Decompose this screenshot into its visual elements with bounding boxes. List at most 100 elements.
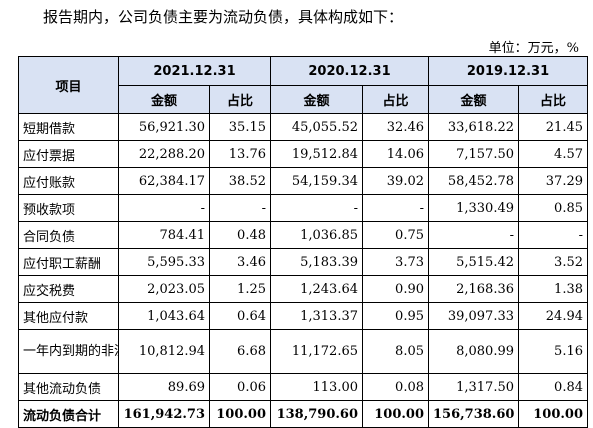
ratio-cell: 1.25: [209, 275, 271, 303]
amount-cell: 161,942.73: [118, 400, 210, 428]
ratio-cell: 4.57: [518, 140, 588, 168]
ratio-cell: 0.95: [362, 302, 429, 330]
amount-cell: -: [270, 194, 363, 222]
header-amount: 金额: [270, 85, 363, 114]
table-row: 其他流动负债 89.69 0.06 113.00 0.08 1,317.50 0.84: [18, 373, 588, 401]
ratio-cell: 38.52: [209, 167, 271, 195]
ratio-cell: 6.68: [209, 329, 271, 374]
ratio-cell: 24.94: [518, 302, 588, 330]
ratio-cell: 0.64: [209, 302, 271, 330]
header-year-2021: 2021.12.31: [118, 56, 271, 86]
amount-cell: 54,159.34: [270, 167, 363, 195]
amount-cell: 1,330.49: [428, 194, 519, 222]
row-label: 短期借款: [18, 113, 119, 141]
header-ratio: 占比: [362, 85, 429, 114]
row-label: 流动负债合计: [18, 400, 119, 428]
table-row: 应付职工薪酬 5,595.33 3.46 5,183.39 3.73 5,515.42 3.…: [18, 248, 588, 276]
ratio-cell: 100.00: [362, 400, 429, 428]
amount-cell: 1,317.50: [428, 373, 519, 401]
ratio-cell: -: [209, 194, 271, 222]
amount-cell: 156,738.60: [428, 400, 519, 428]
amount-cell: 58,452.78: [428, 167, 519, 195]
ratio-cell: 37.29: [518, 167, 588, 195]
ratio-cell: 0.75: [362, 221, 429, 249]
amount-cell: 45,055.52: [270, 113, 363, 141]
amount-cell: 39,097.33: [428, 302, 519, 330]
row-label: 应付票据: [18, 140, 119, 168]
ratio-cell: 3.46: [209, 248, 271, 276]
row-label: 应付职工薪酬: [18, 248, 119, 276]
total-row: 流动负债合计 161,942.73 100.00 138,790.60 100.00 15…: [18, 400, 588, 428]
table-row: 短期借款 56,921.30 35.15 45,055.52 32.46 33,618.2…: [18, 113, 588, 141]
header-amount: 金额: [428, 85, 519, 114]
ratio-cell: 3.52: [518, 248, 588, 276]
unit-note: 单位：万元，%: [488, 41, 579, 56]
amount-cell: 138,790.60: [270, 400, 363, 428]
amount-cell: 10,812.94: [118, 329, 210, 374]
liabilities-table: 项目 2021.12.31 2020.12.31 2019.12.31 金额 占…: [18, 56, 588, 428]
row-label: 应交税费: [18, 275, 119, 303]
amount-cell: 7,157.50: [428, 140, 519, 168]
ratio-cell: 100.00: [209, 400, 271, 428]
table-row: 应付账款 62,384.17 38.52 54,159.34 39.02 58,452.7…: [18, 167, 588, 195]
row-label: 一年内到期的非流动负债: [18, 329, 119, 374]
amount-cell: 5,595.33: [118, 248, 210, 276]
amount-cell: 89.69: [118, 373, 210, 401]
header-amount: 金额: [118, 85, 210, 114]
header-year-2020: 2020.12.31: [270, 56, 429, 86]
row-label: 预收款项: [18, 194, 119, 222]
ratio-cell: 8.05: [362, 329, 429, 374]
ratio-cell: 0.85: [518, 194, 588, 222]
ratio-cell: 0.08: [362, 373, 429, 401]
amount-cell: 5,515.42: [428, 248, 519, 276]
amount-cell: 8,080.99: [428, 329, 519, 374]
amount-cell: 113.00: [270, 373, 363, 401]
row-label: 应付账款: [18, 167, 119, 195]
intro-text: 报告期内，公司负债主要为流动负债，具体构成如下：: [43, 8, 404, 26]
amount-cell: 5,183.39: [270, 248, 363, 276]
table-row: 预收款项 - - - -1,330.49 0.85: [18, 194, 588, 222]
ratio-cell: 100.00: [518, 400, 588, 428]
ratio-cell: 0.90: [362, 275, 429, 303]
amount-cell: 22,288.20: [118, 140, 210, 168]
header-ratio: 占比: [518, 85, 588, 114]
amount-cell: 33,618.22: [428, 113, 519, 141]
ratio-cell: 13.76: [209, 140, 271, 168]
header-ratio: 占比: [209, 85, 271, 114]
amount-cell: 1,043.64: [118, 302, 210, 330]
ratio-cell: 1.38: [518, 275, 588, 303]
amount-cell: 19,512.84: [270, 140, 363, 168]
amount-cell: 784.41: [118, 221, 210, 249]
ratio-cell: -: [518, 221, 588, 249]
amount-cell: 62,384.17: [118, 167, 210, 195]
ratio-cell: 3.73: [362, 248, 429, 276]
header-item: 项目: [18, 56, 119, 114]
amount-cell: -: [428, 221, 519, 249]
amount-cell: 1,243.64: [270, 275, 363, 303]
amount-cell: 56,921.30: [118, 113, 210, 141]
table-row: 其他应付款 1,043.64 0.64 1,313.37 0.95 39,097.33 24…: [18, 302, 588, 330]
row-label: 其他流动负债: [18, 373, 119, 401]
table-row: 一年内到期的非流动负债10,812.946.6811,172.658.058,0…: [18, 329, 588, 374]
ratio-cell: 35.15: [209, 113, 271, 141]
amount-cell: 1,036.85: [270, 221, 363, 249]
row-label: 其他应付款: [18, 302, 119, 330]
ratio-cell: -: [362, 194, 429, 222]
ratio-cell: 5.16: [518, 329, 588, 374]
ratio-cell: 32.46: [362, 113, 429, 141]
row-label: 合同负债: [18, 221, 119, 249]
ratio-cell: 39.02: [362, 167, 429, 195]
amount-cell: 2,023.05: [118, 275, 210, 303]
header-year-2019: 2019.12.31: [428, 56, 588, 86]
ratio-cell: 21.45: [518, 113, 588, 141]
amount-cell: 2,168.36: [428, 275, 519, 303]
table-row: 应交税费 2,023.05 1.25 1,243.64 0.90 2,168.36 1.38: [18, 275, 588, 303]
ratio-cell: 0.84: [518, 373, 588, 401]
amount-cell: -: [118, 194, 210, 222]
amount-cell: 1,313.37: [270, 302, 363, 330]
table-row: 应付票据 22,288.20 13.76 19,512.84 14.06 7,157.50…: [18, 140, 588, 168]
ratio-cell: 14.06: [362, 140, 429, 168]
ratio-cell: 0.48: [209, 221, 271, 249]
table-row: 合同负债 784.41 0.48 1,036.85 0.75- -: [18, 221, 588, 249]
ratio-cell: 0.06: [209, 373, 271, 401]
